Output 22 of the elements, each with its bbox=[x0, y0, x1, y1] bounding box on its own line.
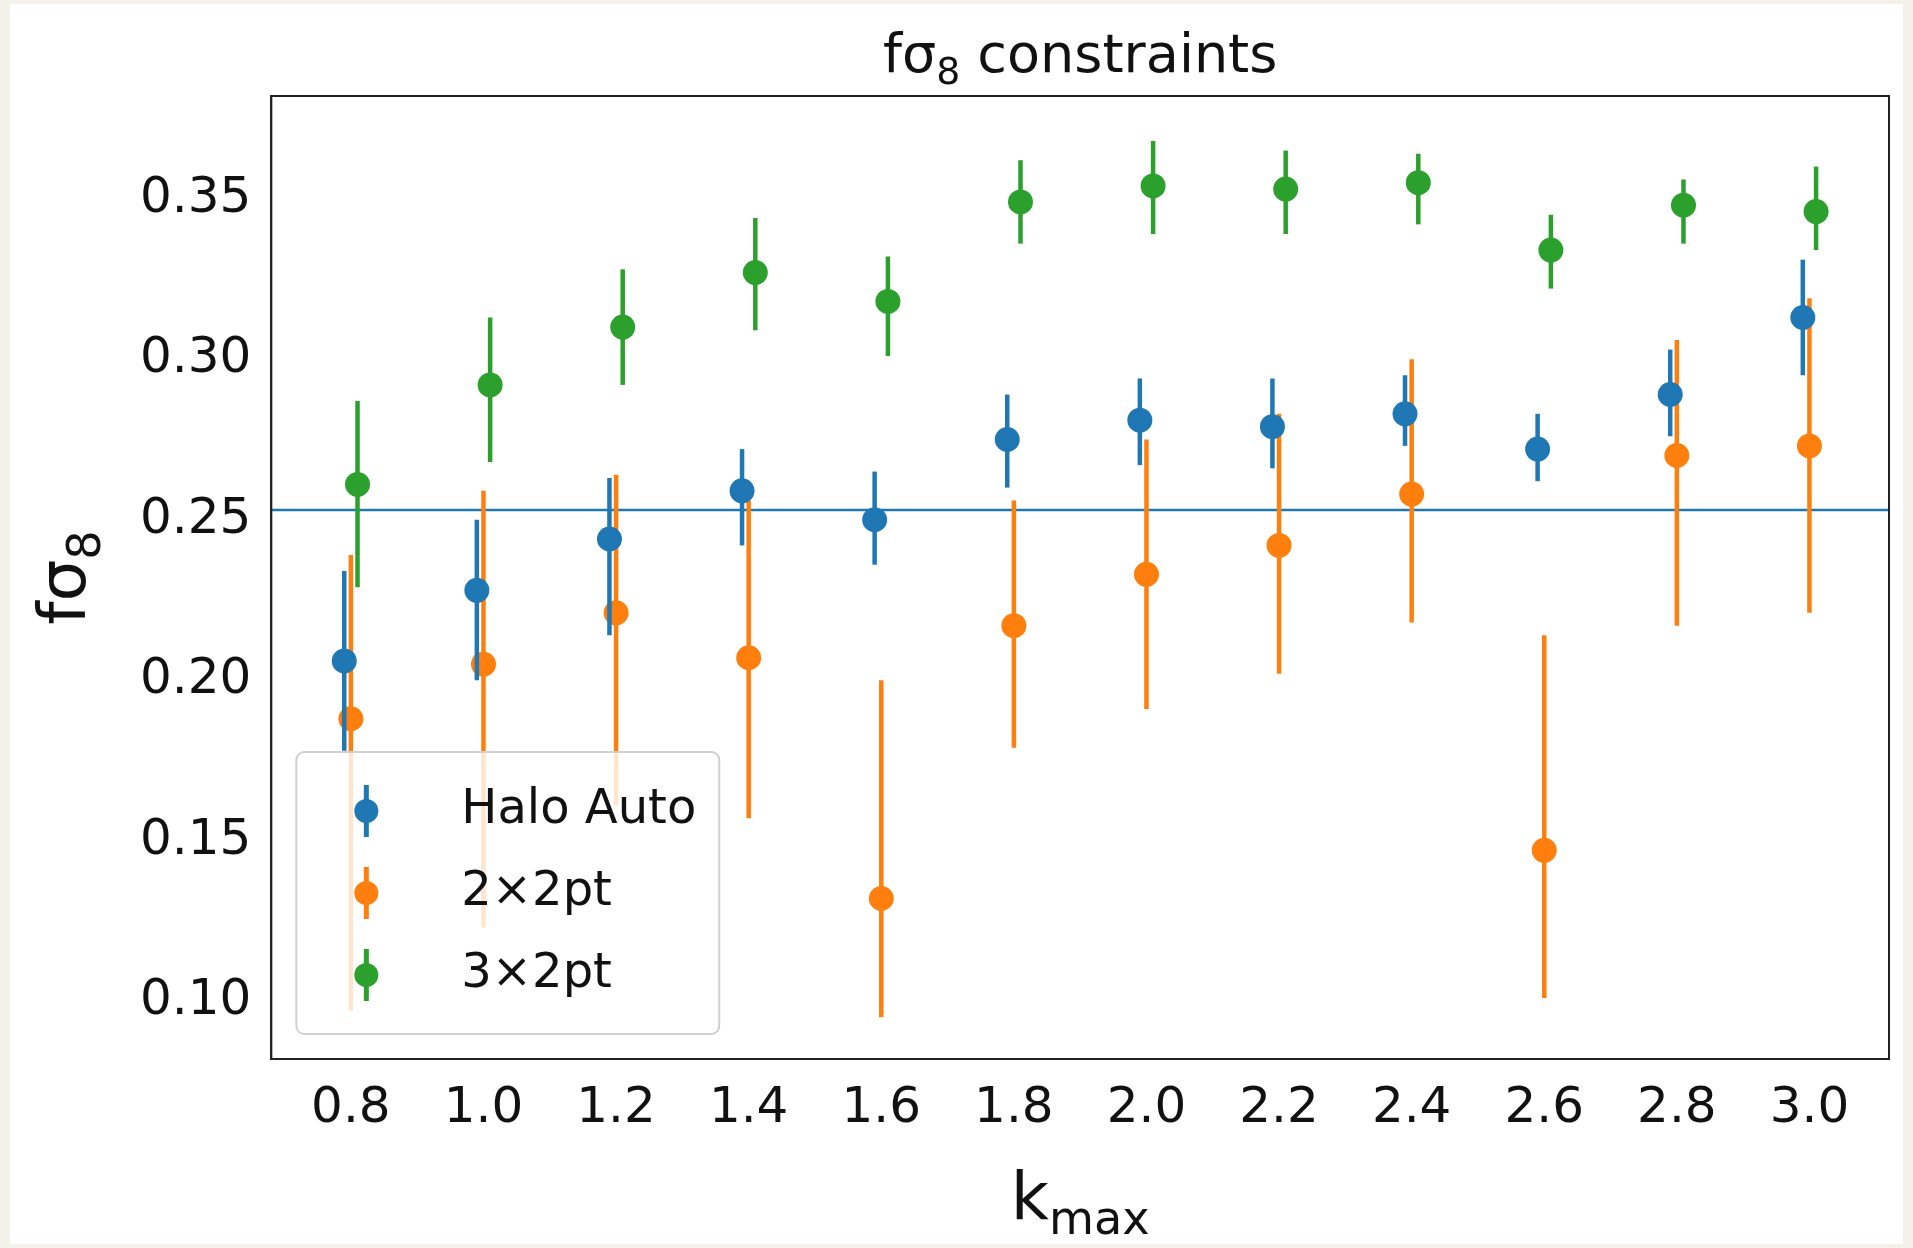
x-tick-label: 2.0 bbox=[1106, 1075, 1187, 1134]
x-tick-label: 2.8 bbox=[1637, 1075, 1717, 1134]
y-tick-label: 0.25 bbox=[140, 486, 252, 545]
y-tick-label: 0.20 bbox=[140, 647, 252, 706]
x-tick-label: 2.6 bbox=[1504, 1075, 1585, 1134]
legend-label: 3×2pt bbox=[461, 942, 612, 999]
x-tick-label: 2.4 bbox=[1371, 1075, 1452, 1134]
legend-label: 2×2pt bbox=[461, 860, 612, 917]
y-tick-label: 0.35 bbox=[140, 165, 252, 224]
y-tick-label: 0.30 bbox=[140, 326, 252, 385]
y-tick-label: 0.15 bbox=[140, 807, 252, 866]
x-tick-label: 1.4 bbox=[708, 1075, 789, 1134]
y-tick-label: 0.10 bbox=[140, 968, 252, 1027]
x-tick-label: 2.2 bbox=[1239, 1075, 1319, 1134]
y-axis-title: fσ8 bbox=[24, 530, 111, 625]
x-tick-label: 1.8 bbox=[974, 1075, 1054, 1134]
x-tick-label: 1.0 bbox=[443, 1075, 524, 1134]
x-tick-label: 1.6 bbox=[841, 1075, 922, 1134]
legend-label: Halo Auto bbox=[461, 778, 697, 835]
x-tick-label: 1.2 bbox=[576, 1075, 656, 1134]
x-tick-label: 3.0 bbox=[1769, 1075, 1850, 1134]
x-tick-label: 0.8 bbox=[311, 1075, 391, 1134]
